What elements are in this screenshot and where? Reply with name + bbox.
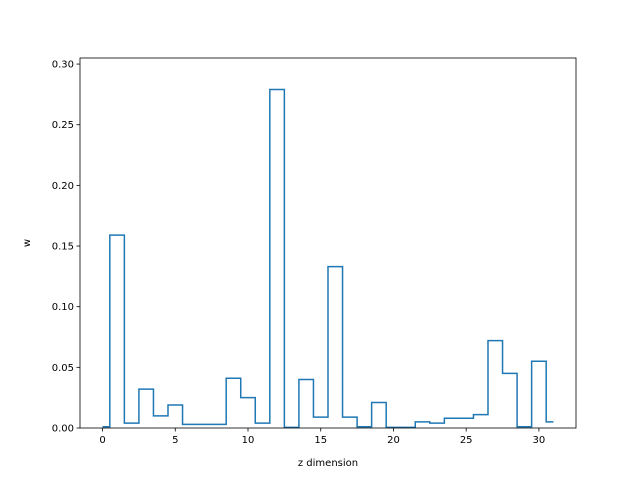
x-tick-label: 10	[242, 435, 255, 446]
y-tick-label: 0.30	[52, 60, 74, 71]
y-tick-label: 0.10	[52, 302, 74, 313]
y-tick-label: 0.05	[52, 363, 74, 374]
y-tick-label: 0.15	[52, 242, 74, 253]
x-tick-label: 25	[460, 435, 473, 446]
x-tick-label: 20	[387, 435, 400, 446]
x-tick-label: 5	[172, 435, 178, 446]
y-tick-label: 0.20	[52, 181, 74, 192]
plot-frame	[79, 57, 577, 429]
y-axis: 0.00 0.05 0.10 0.15 0.20 0.25 0.30	[52, 60, 80, 435]
x-axis-label: z dimension	[298, 458, 358, 469]
x-tick-label: 15	[314, 435, 327, 446]
y-tick-label: 0.00	[52, 424, 74, 435]
x-tick-label: 30	[533, 435, 546, 446]
y-axis-label: w	[22, 239, 33, 247]
x-axis: 0 5 10 15 20 25 30	[99, 428, 545, 446]
x-tick-label: 0	[99, 435, 105, 446]
series-line-w	[102, 88, 554, 429]
y-tick-label: 0.25	[52, 120, 74, 131]
